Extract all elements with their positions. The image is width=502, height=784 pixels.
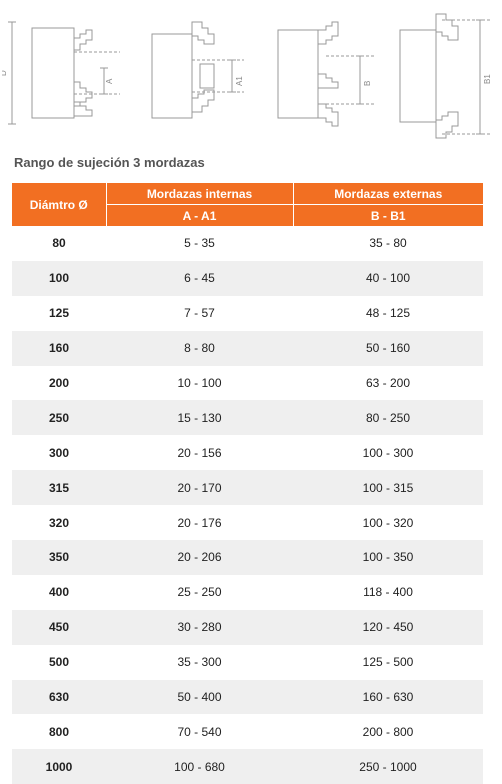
internal-range-cell: 15 - 130 — [106, 400, 293, 436]
internal-range-cell: 20 - 156 — [177, 445, 222, 460]
external-range-cell: 200 - 800 — [362, 724, 414, 739]
table-row: 200 10 - 100 63 - 200 — [12, 366, 483, 401]
external-range-cell: 100 - 300 — [362, 445, 414, 460]
internal-range-cell: 70 - 540 — [177, 724, 222, 739]
table-row: 800 70 - 540 200 - 800 — [12, 714, 483, 749]
diagram-label-a1: A1 — [235, 76, 244, 86]
chuck-diagram-internal-a1: A1 — [151, 21, 244, 119]
internal-range-cell: 10 - 100 — [177, 376, 222, 390]
external-range-cell: 100 - 350 — [293, 540, 483, 575]
table-row: 350 20 - 206 100 - 350 — [12, 540, 483, 575]
diameter-cell: 80 — [52, 236, 66, 251]
table-row: 500 35 - 300 125 - 500 — [12, 645, 483, 680]
external-range-cell: 63 - 200 — [365, 376, 411, 390]
external-range-cell: 100 - 315 — [293, 470, 483, 506]
table-row: 80 5 - 35 35 - 80 — [12, 226, 483, 261]
external-range-cell: 80 - 250 — [293, 400, 483, 436]
chuck-diagram-external-b1: B1 — [399, 13, 492, 139]
internal-range-cell: 20 - 206 — [106, 540, 293, 575]
external-range-cell: 250 - 1000 — [293, 749, 483, 784]
table-row: 630 50 - 400 160 - 630 — [12, 679, 483, 715]
diameter-cell: 200 — [48, 376, 70, 390]
diagram-label-d: D — [2, 70, 8, 76]
header-external-range: B - B1 — [293, 204, 483, 226]
chuck-diagrams: D A A1 B — [0, 0, 502, 150]
diameter-cell: 160 — [12, 330, 106, 366]
section-title: Rango de sujeción 3 mordazas — [14, 155, 205, 170]
diameter-cell: 1000 — [12, 749, 106, 784]
table-body: 80 5 - 35 35 - 80 100 6 - 45 40 - 100 125 7 - 5… — [12, 226, 483, 784]
table-row: 100 6 - 45 40 - 100 — [12, 260, 483, 296]
table-row: 125 7 - 57 48 - 125 — [12, 296, 483, 331]
internal-range-cell: 30 - 280 — [106, 609, 293, 645]
external-range-cell: 120 - 450 — [293, 609, 483, 645]
internal-range-cell: 8 - 80 — [106, 330, 293, 366]
diameter-cell: 300 — [48, 445, 70, 460]
table-row: 160 8 - 80 50 - 160 — [12, 330, 483, 366]
internal-range-cell: 5 - 35 — [184, 236, 215, 251]
external-range-cell: 35 - 80 — [369, 236, 407, 251]
header-external-jaws: Mordazas externas — [293, 183, 483, 205]
internal-range-cell: 6 - 45 — [106, 260, 293, 296]
diameter-cell: 450 — [12, 609, 106, 645]
header-internal-jaws: Mordazas internas — [106, 183, 294, 205]
diagram-label-a: A — [105, 78, 114, 84]
external-range-cell: 40 - 100 — [293, 260, 483, 296]
external-range-cell: 50 - 160 — [293, 330, 483, 366]
diameter-cell: 320 — [48, 515, 70, 530]
table-row: 1000 100 - 680 250 - 1000 — [12, 749, 483, 784]
chuck-diagram-external-b: B — [277, 21, 374, 127]
grip-range-table: Diámtro Ø Mordazas internas Mordazas ext… — [12, 183, 483, 784]
internal-range-cell: 7 - 57 — [184, 306, 215, 321]
diagram-label-b: B — [363, 81, 372, 86]
table-row: 300 20 - 156 100 - 300 — [12, 435, 483, 470]
table-row: 450 30 - 280 120 - 450 — [12, 609, 483, 645]
header-diameter: Diámtro Ø — [12, 183, 107, 226]
internal-range-cell: 25 - 250 — [177, 585, 222, 600]
external-range-cell: 160 - 630 — [293, 679, 483, 715]
external-range-cell: 48 - 125 — [365, 306, 411, 321]
internal-range-cell: 20 - 170 — [106, 470, 293, 506]
header-internal-range: A - A1 — [106, 204, 294, 226]
internal-range-cell: 35 - 300 — [177, 655, 222, 670]
external-range-cell: 100 - 320 — [362, 515, 414, 530]
diameter-cell: 400 — [48, 585, 70, 600]
internal-range-cell: 50 - 400 — [106, 679, 293, 715]
diameter-cell: 125 — [48, 306, 70, 321]
internal-range-cell: 100 - 680 — [106, 749, 293, 784]
table-row: 320 20 - 176 100 - 320 — [12, 505, 483, 540]
external-range-cell: 125 - 500 — [362, 655, 414, 670]
diameter-cell: 350 — [12, 540, 106, 575]
diameter-cell: 100 — [12, 260, 106, 296]
diameter-cell: 500 — [48, 655, 70, 670]
table-row: 250 15 - 130 80 - 250 — [12, 400, 483, 436]
diameter-cell: 800 — [48, 724, 70, 739]
diagram-label-b1: B1 — [483, 74, 492, 84]
table-row: 400 25 - 250 118 - 400 — [12, 575, 483, 610]
internal-range-cell: 20 - 176 — [177, 515, 222, 530]
table-row: 315 20 - 170 100 - 315 — [12, 470, 483, 506]
diameter-cell: 630 — [12, 679, 106, 715]
diameter-cell: 250 — [12, 400, 106, 436]
chuck-diagram-internal-a: D A — [2, 21, 120, 125]
external-range-cell: 118 - 400 — [363, 585, 413, 600]
diameter-cell: 315 — [12, 470, 106, 506]
